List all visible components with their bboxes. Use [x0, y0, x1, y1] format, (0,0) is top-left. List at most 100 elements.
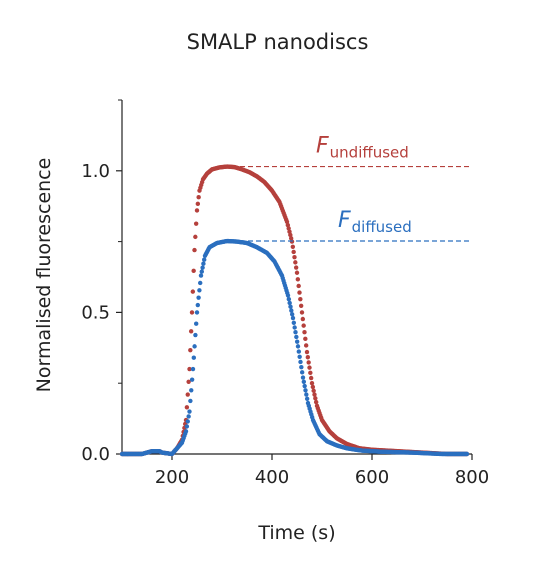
x-tick-label: 200 [155, 467, 189, 488]
data-point [306, 360, 311, 365]
data-point [293, 260, 298, 265]
data-point [192, 247, 197, 253]
data-point [184, 424, 190, 429]
data-point [300, 316, 306, 322]
data-point [188, 329, 194, 334]
data-point [301, 323, 306, 328]
data-point [288, 236, 294, 241]
y-axis-label: Normalised fluorescence [33, 158, 55, 393]
data-point [291, 249, 296, 255]
x-tick-label: 400 [255, 467, 289, 488]
data-point [190, 289, 196, 294]
data-point [296, 283, 301, 289]
x-tick-label: 600 [355, 467, 389, 488]
data-point [201, 261, 206, 266]
data-point [285, 293, 291, 298]
data-point [294, 270, 300, 275]
data-point [299, 370, 305, 375]
data-point [193, 221, 199, 226]
data-point [298, 296, 303, 302]
data-point [313, 396, 318, 401]
data-point [191, 355, 196, 360]
data-point [295, 344, 301, 349]
data-point [183, 429, 189, 434]
data-point [303, 343, 309, 348]
data-point [304, 392, 309, 397]
data-point [184, 405, 190, 410]
data-point [310, 384, 316, 390]
data-point [288, 304, 293, 309]
y-tick-label: 0.5 [81, 302, 110, 323]
data-point [290, 244, 296, 249]
data-point [297, 290, 302, 295]
annotations: Fundiffused Fdiffused [232, 134, 470, 242]
data-point [196, 195, 201, 200]
data-point [302, 383, 307, 389]
data-point [304, 396, 310, 401]
data-point [286, 226, 291, 231]
series-group [119, 164, 470, 457]
data-point [308, 370, 313, 376]
data-point [284, 219, 290, 224]
data-point [302, 330, 307, 335]
data-point [288, 232, 293, 238]
data-point [307, 365, 312, 370]
data-point [296, 349, 302, 354]
data-point [194, 208, 200, 213]
data-point [293, 330, 298, 335]
data-point [195, 302, 200, 308]
data-point [464, 451, 470, 457]
data-point [290, 315, 296, 321]
data-point [189, 377, 195, 382]
data-point [287, 229, 292, 234]
series-0 [119, 164, 470, 457]
axes [121, 100, 472, 455]
data-point [285, 222, 291, 228]
data-point [198, 280, 203, 286]
data-point [308, 375, 314, 381]
data-point [289, 308, 294, 313]
data-point [186, 379, 191, 384]
data-point [299, 364, 304, 370]
data-point [286, 296, 292, 302]
data-point [193, 332, 198, 338]
data-point [199, 269, 204, 274]
data-point [195, 201, 201, 207]
data-point [202, 257, 207, 262]
data-point [295, 277, 301, 282]
data-point [192, 344, 197, 349]
data-point [185, 419, 190, 424]
data-point [193, 234, 198, 240]
data-point [194, 321, 199, 326]
data-point [197, 288, 202, 293]
y-tick-label: 0.0 [81, 444, 110, 465]
annotation-label: Fdiffused [338, 208, 412, 236]
data-point [292, 254, 297, 260]
data-point [299, 310, 305, 315]
data-point [186, 414, 191, 419]
data-point [196, 295, 201, 300]
data-point [191, 268, 196, 274]
x-tick-label: 800 [455, 467, 489, 488]
data-point [301, 379, 307, 384]
data-point [313, 399, 319, 405]
series-1 [119, 238, 470, 457]
data-point [198, 273, 204, 278]
data-point [309, 381, 315, 386]
data-point [303, 336, 308, 342]
data-point [187, 366, 192, 372]
data-point [194, 310, 200, 315]
data-point [294, 339, 300, 344]
data-point [298, 303, 304, 308]
data-point [287, 300, 292, 306]
data-point [312, 392, 317, 397]
annotation-label: Fundiffused [316, 134, 409, 162]
data-point [292, 325, 297, 330]
data-point [190, 366, 196, 372]
data-point [297, 354, 302, 359]
data-point [300, 375, 306, 380]
ticks: 200 400 600 800 0.0 0.5 1.0 [81, 99, 489, 488]
data-point [188, 347, 193, 353]
data-point [303, 388, 308, 393]
